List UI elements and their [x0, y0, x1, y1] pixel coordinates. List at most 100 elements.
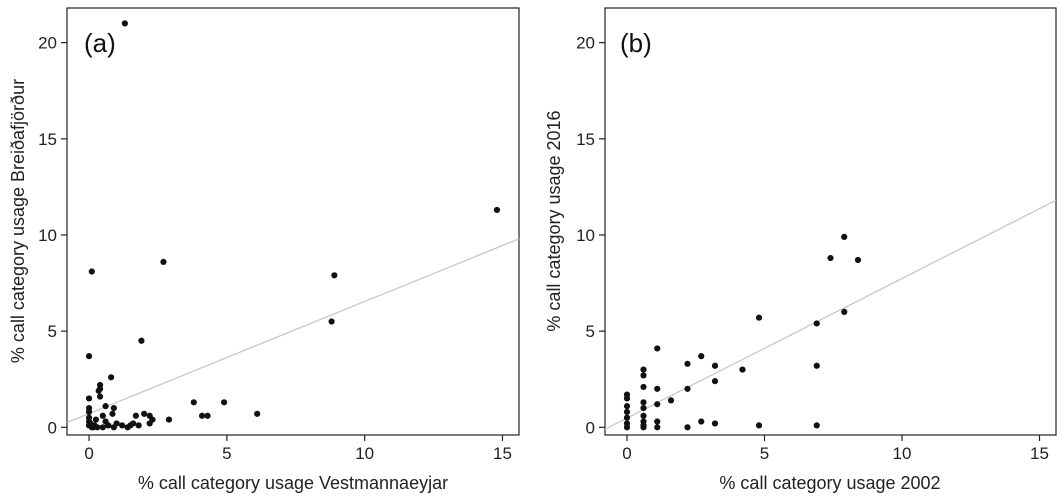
- panel-b-point-21: [640, 399, 647, 406]
- panel-a-x-tick-label-1: 5: [222, 444, 231, 463]
- panel-b-trendline: [604, 199, 1057, 430]
- panel-b-frame: [604, 7, 1057, 436]
- panel-b-point-20: [667, 397, 675, 404]
- panel-b-label: (b): [620, 28, 652, 58]
- panel-a-x-tick-label-2: 10: [355, 444, 374, 463]
- panel-a-x-tick-label-0: 0: [84, 444, 93, 463]
- panel-b-point-30: [698, 418, 705, 425]
- panel-a-point-18: [109, 410, 116, 417]
- panel-a-y-tick-label-0: 0: [48, 418, 57, 437]
- panel-b-point-23: [640, 404, 647, 412]
- panel-b-x-tick-label-0: 0: [622, 444, 631, 463]
- panel-b-y-tick-label-4: 20: [576, 34, 595, 53]
- panel-b-point-10: [711, 362, 719, 369]
- panel-b-point-37: [813, 422, 820, 429]
- panel-a-point-31: [119, 422, 126, 429]
- panel-b-point-38: [640, 424, 647, 431]
- panel-b-point-19: [623, 395, 631, 402]
- panel-a-point-3: [160, 258, 167, 265]
- panel-b-point-17: [684, 385, 691, 392]
- panel-a-point-28: [102, 418, 109, 425]
- panel-b-point-15: [640, 383, 647, 391]
- panel-b-y-axis-title: % call category usage 2016: [544, 110, 564, 331]
- panel-b-point-14: [711, 378, 719, 385]
- panel-b-x-tick-label-1: 5: [760, 444, 769, 463]
- panel-a-trendline: [66, 238, 520, 424]
- panel-a-point-39: [146, 420, 153, 427]
- panel-b-point-9: [684, 360, 691, 367]
- panel-b-x-tick-label-3: 15: [1030, 444, 1049, 463]
- panel-a-point-48: [127, 422, 134, 429]
- panel-a-point-1: [493, 206, 501, 214]
- panel-b-point-11: [739, 366, 746, 373]
- panel-a-y-tick-label-1: 5: [48, 322, 57, 341]
- panel-b-y-tick-label-3: 15: [576, 130, 595, 149]
- panel-a-point-49: [90, 424, 97, 431]
- panel-a-point-8: [107, 374, 115, 381]
- panel-a-x-axis-title: % call category usage Vestmannaeyjar: [138, 473, 448, 493]
- panel-a-point-42: [198, 412, 206, 419]
- panel-b-point-22: [623, 403, 631, 410]
- panel-a-point-30: [113, 420, 120, 427]
- panel-a-point-2: [88, 268, 95, 275]
- panel-b-point-8: [813, 362, 820, 369]
- panel-b-point-7: [698, 353, 705, 360]
- panel-b-point-16: [654, 385, 661, 392]
- panel-b-x-ticks: 0 5 10 15: [622, 435, 1049, 463]
- panel-a-point-15: [85, 408, 93, 416]
- panel-b-point-4: [755, 314, 763, 321]
- panel-b-x-axis-title: % call category usage 2002: [719, 473, 940, 493]
- panel-a-frame: [66, 7, 520, 436]
- panel-b-y-tick-label-1: 5: [586, 322, 595, 341]
- panel-b-point-13: [640, 372, 647, 379]
- panel-b-point-31: [711, 420, 719, 427]
- panel-a-point-35: [132, 412, 140, 419]
- panel-a-y-axis-title: % call category usage Breiðafjörður: [8, 79, 28, 363]
- panel-b-y-ticks: 0 5 10 15 20: [576, 34, 605, 437]
- panel-a-point-26: [99, 424, 106, 431]
- panel-b-point-6: [654, 345, 661, 352]
- panel-a-point-34: [135, 422, 142, 429]
- panel-a-points: [85, 20, 501, 431]
- panel-a-point-16: [102, 403, 109, 410]
- panel-a-y-ticks: 0 5 10 15 20: [38, 34, 67, 437]
- panel-b-point-2: [854, 256, 862, 264]
- panel-a-point-36: [141, 410, 148, 417]
- panel-b-point-0: [841, 233, 848, 240]
- panel-a-point-12: [96, 393, 104, 400]
- panel-b-point-24: [654, 401, 661, 408]
- panel-a: 0 5 10 15 0 5 10 15 20 (a) % call category usag…: [8, 7, 520, 493]
- panel-b-y-tick-label-2: 10: [576, 226, 595, 245]
- panel-a-label: (a): [84, 28, 116, 58]
- panel-b-point-39: [654, 424, 661, 431]
- panel-a-point-4: [331, 272, 338, 279]
- panel-b-point-35: [684, 424, 691, 431]
- panel-a-y-tick-label-4: 20: [38, 34, 57, 53]
- panel-a-point-40: [165, 416, 173, 423]
- panel-b-point-25: [623, 408, 631, 416]
- panel-a-point-0: [121, 20, 128, 27]
- panel-b: 0 5 10 15 0 5 10 15 20 (b) % call category usag…: [544, 7, 1057, 493]
- panel-a-y-tick-label-3: 15: [38, 130, 57, 149]
- panel-a-point-41: [190, 399, 197, 406]
- panel-a-point-43: [204, 412, 211, 419]
- panel-b-y-tick-label-0: 0: [586, 418, 595, 437]
- panel-a-point-6: [138, 337, 145, 344]
- panel-a-point-44: [220, 399, 228, 406]
- panel-b-point-36: [755, 422, 763, 429]
- panel-a-point-7: [85, 353, 93, 360]
- panel-b-point-29: [654, 418, 661, 425]
- panel-b-point-1: [827, 254, 834, 262]
- panel-a-point-47: [92, 416, 100, 423]
- panel-a-x-tick-label-3: 15: [493, 444, 512, 463]
- panel-a-y-tick-label-2: 10: [38, 226, 57, 245]
- panel-b-point-27: [623, 414, 631, 421]
- panel-a-point-17: [110, 404, 117, 412]
- panel-a-point-45: [254, 410, 261, 417]
- panel-a-x-ticks: 0 5 10 15: [84, 435, 512, 463]
- panel-b-point-12: [640, 366, 647, 373]
- panel-a-point-11: [95, 387, 102, 394]
- panel-a-point-5: [328, 318, 335, 325]
- panel-b-point-3: [841, 308, 848, 316]
- panel-b-x-tick-label-2: 10: [893, 444, 912, 463]
